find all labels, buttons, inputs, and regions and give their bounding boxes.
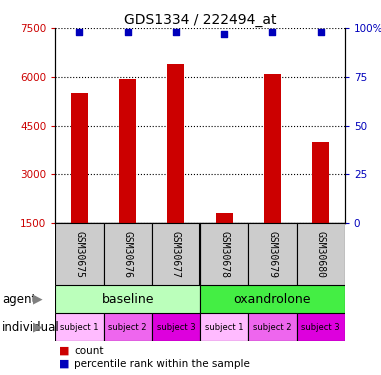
Text: percentile rank within the sample: percentile rank within the sample xyxy=(74,359,250,369)
Bar xyxy=(216,213,232,223)
Text: subject 2: subject 2 xyxy=(108,322,147,332)
Bar xyxy=(55,313,104,341)
Text: ▶: ▶ xyxy=(33,292,43,306)
Text: subject 2: subject 2 xyxy=(253,322,292,332)
Text: GSM30680: GSM30680 xyxy=(316,231,326,278)
Bar xyxy=(200,223,248,285)
Text: count: count xyxy=(74,346,104,356)
Text: individual: individual xyxy=(2,321,60,334)
Text: oxandrolone: oxandrolone xyxy=(234,292,311,306)
Text: GSM30676: GSM30676 xyxy=(123,231,133,278)
Text: subject 1: subject 1 xyxy=(205,322,243,332)
Bar xyxy=(264,74,281,223)
Text: ■: ■ xyxy=(59,359,70,369)
Bar xyxy=(248,313,296,341)
Point xyxy=(318,29,324,35)
Bar xyxy=(296,313,345,341)
Bar xyxy=(104,313,152,341)
Title: GDS1334 / 222494_at: GDS1334 / 222494_at xyxy=(124,13,276,27)
Bar xyxy=(296,223,345,285)
Bar xyxy=(152,313,200,341)
Bar xyxy=(312,142,329,223)
Point xyxy=(221,31,227,37)
Text: GSM30678: GSM30678 xyxy=(219,231,229,278)
Point xyxy=(76,29,82,35)
Text: GSM30677: GSM30677 xyxy=(171,231,181,278)
Text: GSM30675: GSM30675 xyxy=(74,231,84,278)
Text: GSM30679: GSM30679 xyxy=(267,231,277,278)
Text: subject 1: subject 1 xyxy=(60,322,99,332)
Bar xyxy=(168,64,184,223)
Bar xyxy=(200,285,345,313)
Text: subject 3: subject 3 xyxy=(157,322,195,332)
Text: subject 3: subject 3 xyxy=(301,322,340,332)
Text: baseline: baseline xyxy=(101,292,154,306)
Bar xyxy=(152,223,200,285)
Text: agent: agent xyxy=(2,292,36,306)
Text: ■: ■ xyxy=(59,346,70,356)
Bar xyxy=(248,223,296,285)
Point xyxy=(173,29,179,35)
Bar xyxy=(104,223,152,285)
Point xyxy=(269,29,275,35)
Bar xyxy=(119,78,136,223)
Bar xyxy=(55,223,104,285)
Bar xyxy=(71,93,88,223)
Point xyxy=(125,29,131,35)
Bar xyxy=(55,285,200,313)
Text: ▶: ▶ xyxy=(33,321,43,334)
Bar xyxy=(200,313,248,341)
